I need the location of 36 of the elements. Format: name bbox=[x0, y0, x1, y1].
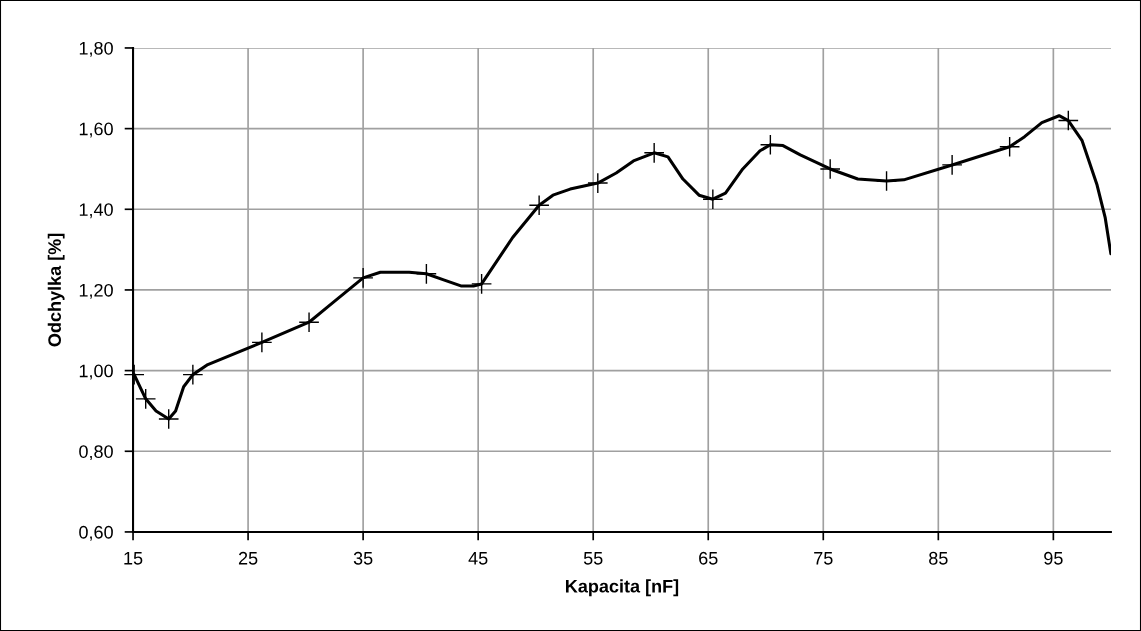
y-tick-label: 1,00 bbox=[79, 364, 113, 380]
y-tick-label: 1,80 bbox=[79, 41, 113, 57]
y-tick-label: 1,60 bbox=[79, 122, 113, 138]
point bbox=[819, 158, 841, 180]
point bbox=[643, 142, 665, 164]
x-tick-label: 25 bbox=[238, 551, 258, 565]
point bbox=[251, 331, 273, 353]
point bbox=[471, 273, 493, 295]
y-axis-title: Odchylka [%] bbox=[47, 233, 65, 347]
point bbox=[298, 311, 320, 333]
y-tick-label: 0,60 bbox=[79, 525, 113, 541]
x-tick-label: 65 bbox=[699, 551, 718, 565]
point bbox=[158, 408, 180, 430]
point bbox=[182, 364, 204, 386]
x-tick-label: 85 bbox=[929, 551, 948, 565]
y-tick-label: 1,20 bbox=[79, 283, 113, 299]
x-axis-title: Kapacita [nF] bbox=[565, 579, 679, 597]
point bbox=[528, 194, 550, 216]
point bbox=[941, 154, 963, 176]
point bbox=[1057, 110, 1079, 132]
y-tick-label: 0,80 bbox=[79, 445, 113, 461]
point bbox=[587, 172, 609, 194]
point bbox=[876, 170, 898, 192]
x-tick-label: 15 bbox=[124, 552, 143, 565]
point bbox=[999, 136, 1021, 158]
point bbox=[352, 267, 374, 289]
x-tick-label: 95 bbox=[1044, 551, 1063, 565]
point bbox=[135, 388, 157, 410]
point bbox=[123, 364, 145, 386]
x-tick-label: 35 bbox=[353, 551, 373, 565]
point bbox=[415, 263, 437, 285]
x-tick-label: 75 bbox=[814, 552, 833, 565]
x-tick-label: 55 bbox=[583, 552, 603, 565]
y-tick-label: 1,40 bbox=[79, 203, 113, 219]
point bbox=[702, 188, 724, 210]
x-tick-label: 45 bbox=[468, 552, 488, 565]
